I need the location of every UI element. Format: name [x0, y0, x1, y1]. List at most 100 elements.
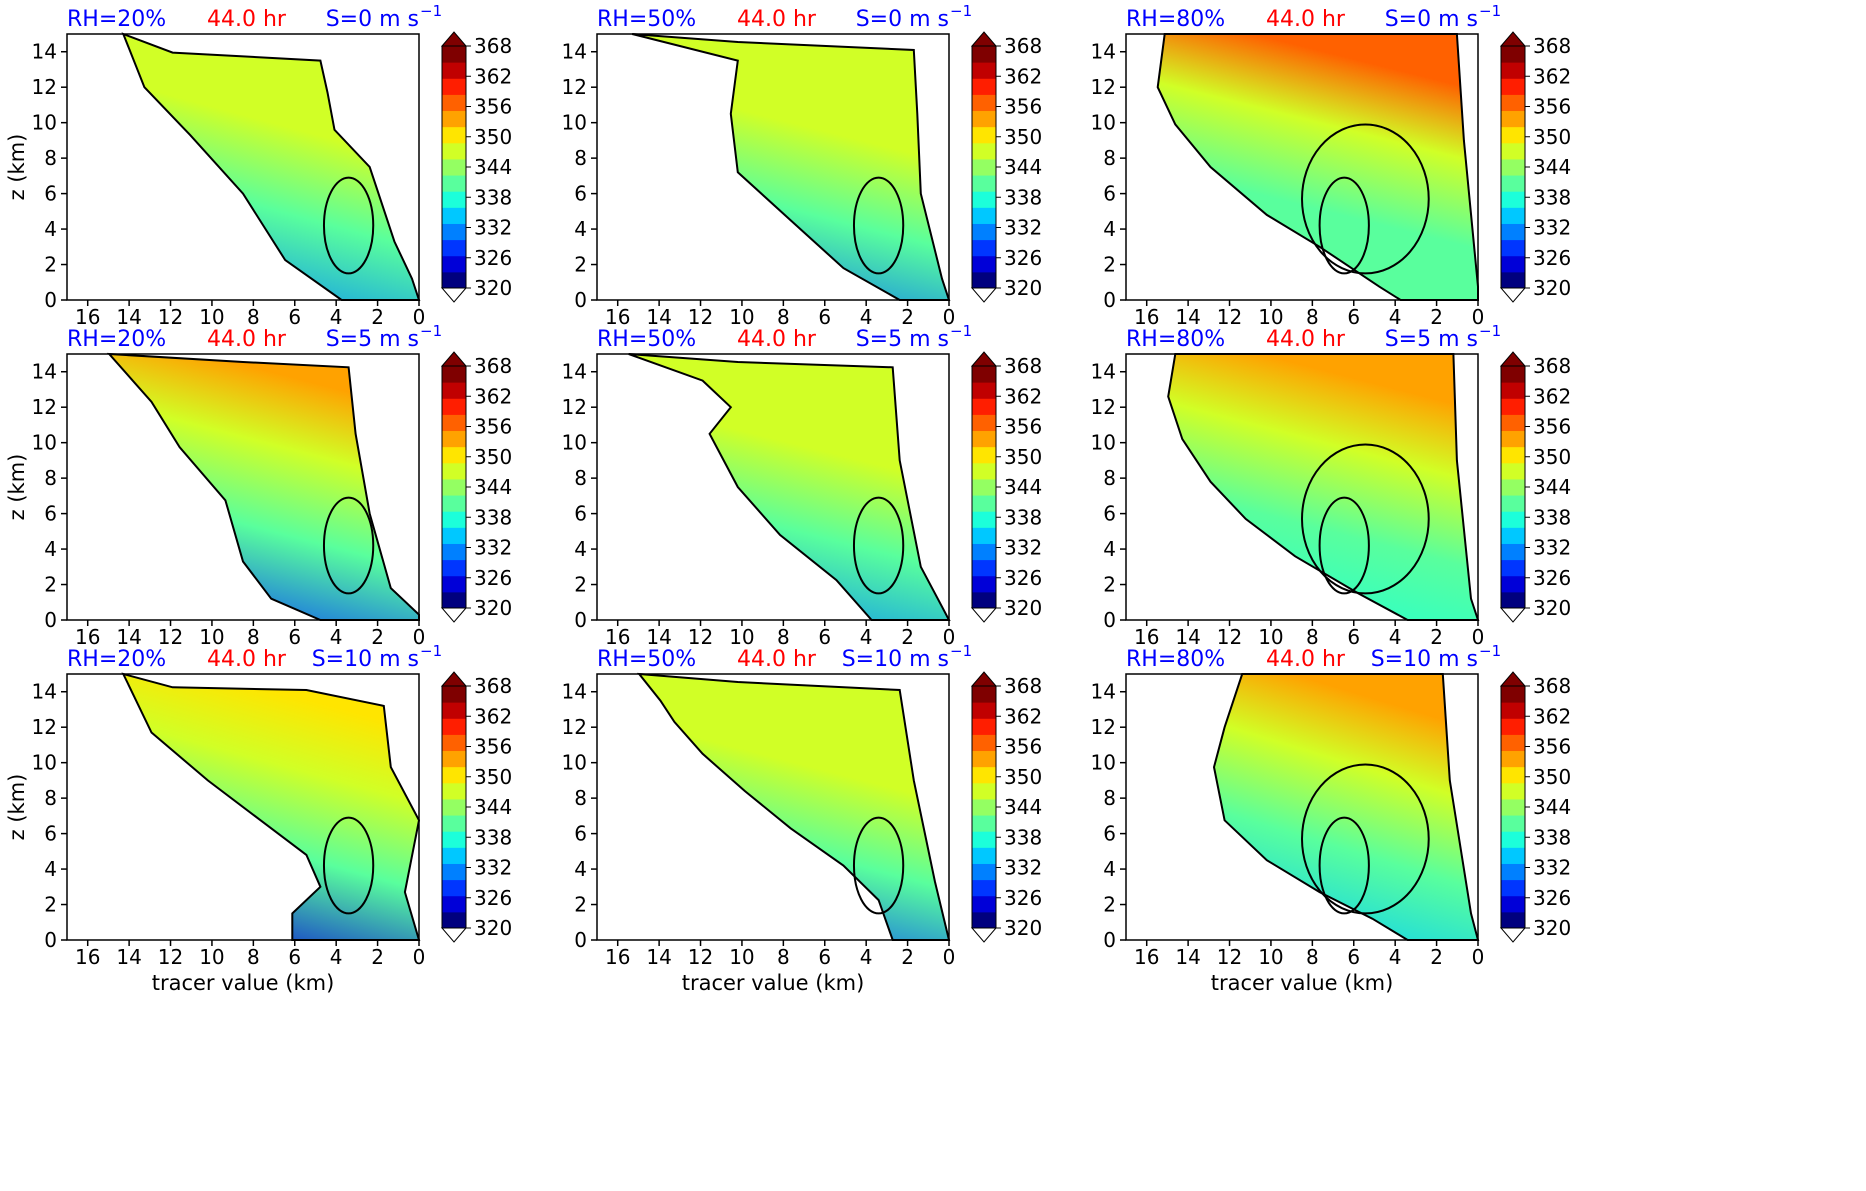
- colorbar-swatch: [972, 62, 996, 79]
- y-tick-label: 0: [1103, 928, 1116, 952]
- colorbar-swatch: [1501, 911, 1525, 929]
- colorbar-swatch: [1501, 495, 1525, 512]
- colorbar-swatch: [442, 734, 466, 752]
- colorbar-swatch: [442, 782, 466, 800]
- colorbar-tick-label: 350: [1004, 125, 1042, 149]
- x-tick-label: 8: [777, 305, 790, 329]
- colorbar-tick-label: 320: [474, 596, 512, 620]
- colorbar-swatch: [442, 142, 466, 160]
- x-tick-label: 16: [605, 305, 630, 329]
- colorbar-swatch: [972, 543, 996, 561]
- colorbar-swatch: [1501, 734, 1525, 752]
- colorbar-tick-label: 362: [1533, 384, 1571, 408]
- contour-line: [852, 816, 905, 915]
- colorbar-extend-top: [1499, 31, 1527, 47]
- tracer-field: [121, 672, 421, 941]
- x-tick-label: 6: [818, 305, 831, 329]
- colorbar-swatch: [1501, 46, 1525, 63]
- contour-line: [1301, 763, 1430, 915]
- colorbar-swatch: [442, 382, 466, 399]
- x-tick-label: 4: [860, 305, 873, 329]
- y-tick-label: 4: [44, 857, 57, 881]
- x-tick-label: 0: [1472, 305, 1485, 329]
- x-tick-label: 8: [777, 625, 790, 649]
- colorbar-extend-top: [970, 31, 998, 47]
- x-tick-label: 6: [288, 305, 301, 329]
- y-tick-label: 12: [32, 715, 57, 739]
- x-tick-label: 16: [605, 625, 630, 649]
- x-tick-label: 12: [688, 945, 713, 969]
- x-tick-label: 16: [605, 945, 630, 969]
- x-tick-label: 14: [116, 945, 141, 969]
- x-axis-label: tracer value (km): [1211, 971, 1394, 995]
- y-tick-label: 6: [1103, 502, 1116, 526]
- colorbar-swatch: [972, 223, 996, 241]
- colorbar-extend-bottom: [1499, 287, 1527, 303]
- colorbar-tick-label: 344: [474, 155, 512, 179]
- colorbar-swatch: [972, 78, 996, 95]
- y-tick-label: 0: [574, 608, 587, 632]
- panel-title-shear-exponent: −1: [420, 2, 442, 20]
- colorbar-swatch: [972, 911, 996, 929]
- colorbar-extend-top: [440, 671, 468, 687]
- y-tick-label: 14: [32, 680, 57, 704]
- panel: RH=80% 44.0 hr S=0 m s −1 16 14 12 10 8 6 4 2 0 0 2 4 6 8…: [1091, 2, 1572, 329]
- colorbar-tick-label: 362: [474, 64, 512, 88]
- colorbar-tick-label: 320: [1004, 596, 1042, 620]
- panel-title-shear: S=5 m s: [856, 327, 949, 352]
- x-tick-label: 2: [371, 945, 384, 969]
- contour-line: [1301, 123, 1430, 275]
- colorbar-swatch: [972, 94, 996, 112]
- colorbar-swatch: [442, 831, 466, 848]
- x-tick-label: 8: [1306, 305, 1319, 329]
- x-tick-label: 0: [413, 305, 426, 329]
- panel-title-shear-exponent: −1: [1479, 322, 1501, 340]
- x-tick-label: 8: [247, 945, 260, 969]
- panel-title-shear-exponent: −1: [420, 642, 442, 660]
- colorbar-tick-label: 332: [474, 216, 512, 240]
- x-tick-label: 0: [413, 945, 426, 969]
- colorbar-swatch: [442, 78, 466, 95]
- x-tick-label: 14: [646, 625, 671, 649]
- colorbar-swatch: [442, 879, 466, 897]
- tracer-field: [106, 352, 420, 621]
- y-tick-label: 8: [1103, 786, 1116, 810]
- colorbar-tick-label: 356: [1533, 415, 1571, 439]
- contour-line: [1318, 816, 1370, 915]
- colorbar-swatch: [972, 430, 996, 448]
- y-tick-label: 8: [574, 466, 587, 490]
- x-tick-label: 6: [1347, 945, 1360, 969]
- colorbar-tick-label: 320: [1533, 596, 1571, 620]
- y-tick-label: 0: [44, 288, 57, 312]
- colorbar-swatch: [1501, 847, 1525, 864]
- colorbar-swatch: [442, 239, 466, 257]
- colorbar-swatch: [972, 718, 996, 735]
- colorbar-tick-label: 320: [1004, 276, 1042, 300]
- x-tick-label: 10: [199, 945, 224, 969]
- colorbar-tick-label: 350: [1533, 125, 1571, 149]
- colorbar-tick-label: 320: [1533, 276, 1571, 300]
- x-tick-label: 2: [371, 625, 384, 649]
- x-tick-label: 12: [158, 945, 183, 969]
- x-tick-label: 6: [288, 625, 301, 649]
- colorbar-tick-label: 344: [1004, 475, 1042, 499]
- x-tick-label: 0: [943, 305, 956, 329]
- colorbar-extend-bottom: [440, 287, 468, 303]
- colorbar-swatch: [1501, 895, 1525, 913]
- colorbar-tick-label: 356: [1004, 415, 1042, 439]
- colorbar-swatch: [442, 46, 466, 63]
- y-tick-label: 14: [562, 360, 587, 384]
- panel-title-shear-exponent: −1: [950, 642, 972, 660]
- x-tick-label: 16: [75, 945, 100, 969]
- colorbar-swatch: [972, 750, 996, 768]
- y-tick-label: 6: [574, 182, 587, 206]
- x-tick-label: 2: [901, 625, 914, 649]
- colorbar-tick-label: 326: [1004, 566, 1042, 590]
- tracer-field: [636, 672, 951, 941]
- colorbar-tick-label: 356: [1004, 95, 1042, 119]
- colorbar-tick-label: 362: [1004, 384, 1042, 408]
- panel: RH=50% 44.0 hr S=5 m s −1 16 14 12 10 8 6 4 2 0 0 2 4 6 8…: [562, 322, 1043, 649]
- panel-title-rh: RH=50%: [597, 327, 696, 352]
- tracer-field: [631, 33, 951, 301]
- y-tick-label: 2: [574, 253, 587, 277]
